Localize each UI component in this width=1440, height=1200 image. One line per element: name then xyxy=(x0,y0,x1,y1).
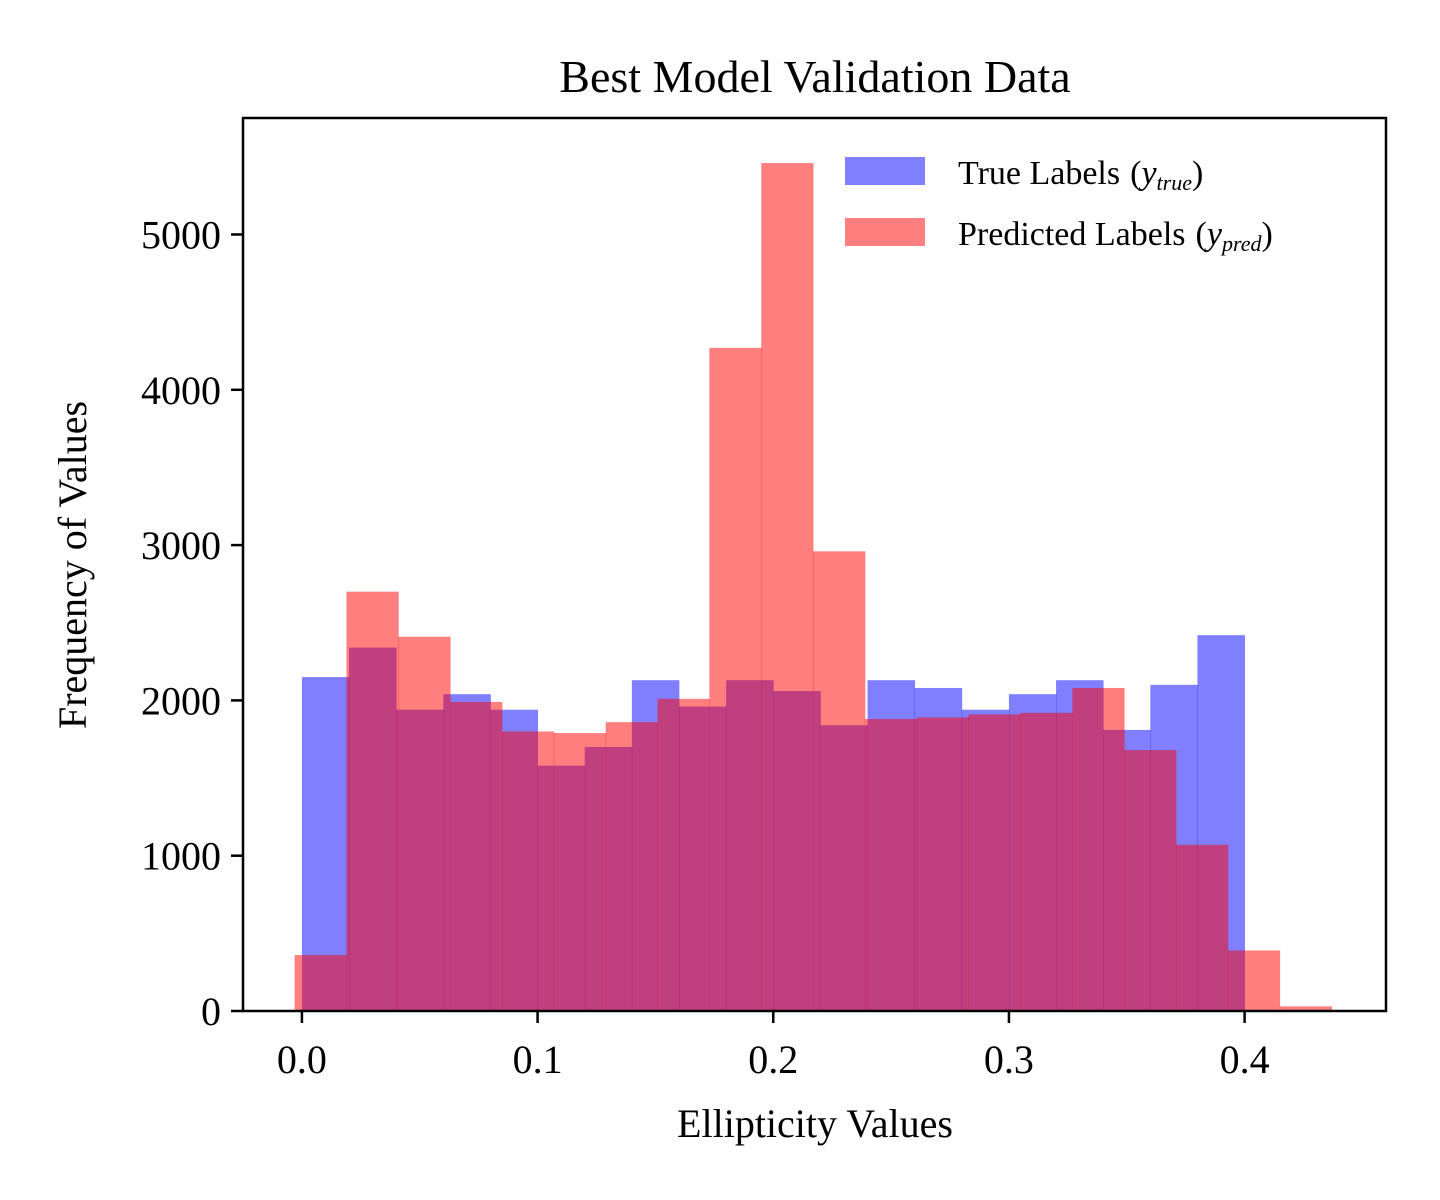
y-tick-label: 0 xyxy=(201,989,221,1034)
y-tick-label: 3000 xyxy=(141,523,221,568)
y-tick-label: 4000 xyxy=(141,368,221,413)
histogram-bar-series1-bin16 xyxy=(1124,750,1177,1011)
histogram-bar-series1-bin19 xyxy=(1279,1006,1332,1011)
histogram-bar-series1-bin6 xyxy=(605,722,658,1011)
y-tick-label: 2000 xyxy=(141,678,221,723)
x-tick-label: 0.4 xyxy=(1220,1037,1270,1082)
legend-label-true-math: (ytrue) xyxy=(1130,155,1203,195)
x-axis-ticks: 0.0 0.1 0.2 0.3 0.4 xyxy=(277,1011,1270,1082)
x-tick-label: 0.0 xyxy=(277,1037,327,1082)
y-tick-label: 5000 xyxy=(141,212,221,257)
histogram-bar-series1-bin9 xyxy=(761,163,814,1012)
histogram-bar-series1-bin12 xyxy=(916,717,970,1011)
legend: True Labels (ytrue) Predicted Labels (ypre… xyxy=(845,155,1273,256)
legend-swatch-true xyxy=(845,157,925,185)
chart-title: Best Model Validation Data xyxy=(559,51,1070,102)
histogram-bar-series1-bin0 xyxy=(294,955,347,1011)
plot-frame xyxy=(241,116,1388,1013)
legend-label-true-name: True Labels xyxy=(958,155,1120,192)
legend-swatch-pred xyxy=(845,218,925,246)
histogram-bar-series1-bin15 xyxy=(1072,687,1125,1011)
y-axis-label: Frequency of Values xyxy=(50,401,95,729)
legend-label-pred-name: Predicted Labels xyxy=(958,216,1186,253)
y-axis-ticks: 0 1000 2000 3000 4000 5000 xyxy=(141,212,243,1034)
histogram-bar-series1-bin4 xyxy=(502,731,555,1011)
legend-label-pred-math: (ypred) xyxy=(1196,216,1273,256)
histogram-bar-series1-bin8 xyxy=(709,347,762,1012)
histogram-bar-series1-bin3 xyxy=(450,701,503,1011)
histogram-bar-series1-bin17 xyxy=(1176,844,1229,1011)
histogram-bar-series1-bin7 xyxy=(657,698,710,1011)
legend-label-true: True Labels (ytrue) xyxy=(958,155,1203,195)
histogram-bar-series1-bin1 xyxy=(346,591,399,1011)
histogram-bar-series1-bin10 xyxy=(813,551,866,1011)
y-tick-label: 1000 xyxy=(141,834,221,879)
histogram-bar-series1-bin2 xyxy=(398,636,451,1011)
histogram-bar-series1-bin13 xyxy=(968,714,1021,1011)
histogram-bar-series1-bin11 xyxy=(864,719,918,1011)
x-axis-label: Ellipticity Values xyxy=(677,1101,953,1146)
x-tick-label: 0.3 xyxy=(984,1037,1034,1082)
histogram-bar-series1-bin14 xyxy=(1020,712,1073,1011)
x-tick-label: 0.2 xyxy=(748,1037,798,1082)
histogram-bar-series1-bin18 xyxy=(1227,950,1281,1011)
histogram-bar-series1-bin5 xyxy=(553,733,607,1011)
bars-layer xyxy=(294,163,1332,1012)
x-tick-label: 0.1 xyxy=(513,1037,563,1082)
legend-label-pred: Predicted Labels (ypred) xyxy=(958,216,1273,256)
